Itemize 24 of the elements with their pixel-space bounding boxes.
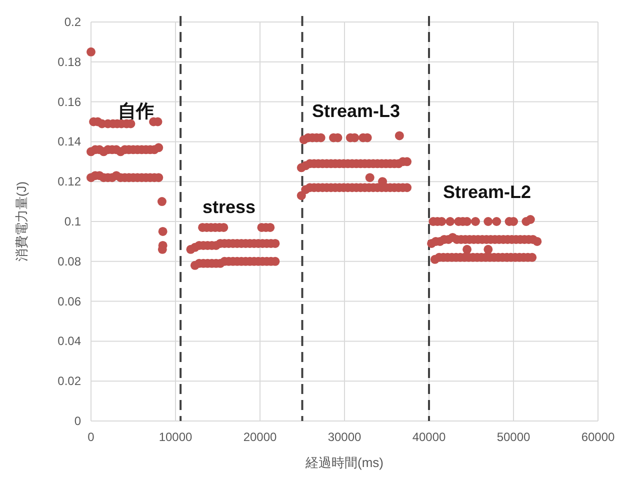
x-tick-label: 30000 (328, 430, 362, 444)
y-tick-label: 0.06 (58, 294, 82, 308)
x-tick-label: 0 (88, 430, 95, 444)
y-axis-title: 消費電力量(J) (14, 181, 29, 262)
x-tick-label: 50000 (496, 430, 531, 444)
x-axis-title: 経過時間(ms) (304, 455, 384, 470)
x-tick-label: 20000 (243, 430, 278, 444)
y-tick-label: 0.02 (58, 374, 82, 388)
y-tick-label: 0.18 (58, 54, 82, 69)
y-tick-label: 0 (74, 414, 82, 428)
annotation: Stream-L2 (442, 182, 532, 202)
y-tick-label: 0.12 (58, 174, 82, 189)
x-tick-label: 60000 (581, 430, 616, 444)
annotation: stress (202, 197, 256, 217)
y-tick-label: 0.04 (58, 334, 82, 348)
y-tick-label: 0.2 (64, 15, 82, 29)
annotation: Stream-L3 (312, 101, 400, 121)
x-tick-label: 10000 (158, 430, 193, 444)
annotation: 自作 (118, 101, 154, 121)
y-tick-label: 0.16 (58, 94, 82, 109)
y-tick-label: 0.14 (58, 134, 82, 149)
y-tick-label: 0.08 (58, 254, 82, 268)
y-tick-label: 0.1 (64, 214, 82, 228)
x-tick-label: 40000 (412, 430, 446, 444)
